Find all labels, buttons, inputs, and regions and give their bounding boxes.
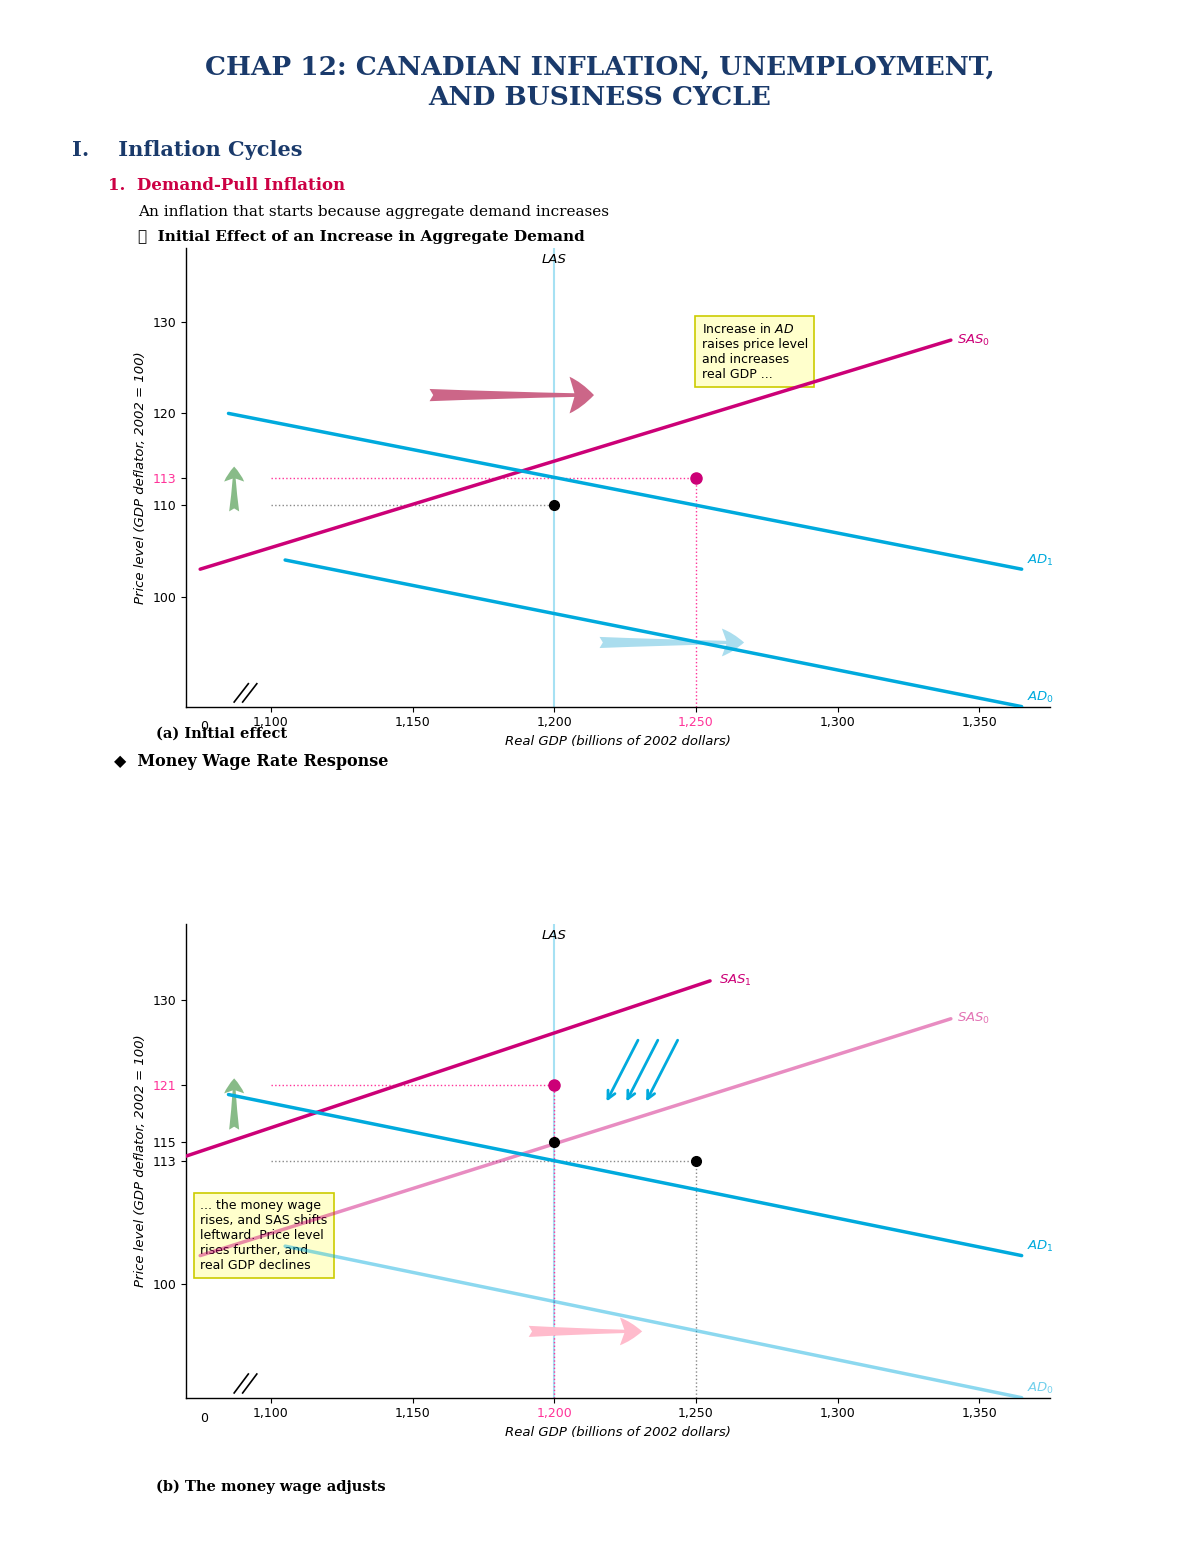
Text: CHAP 12: CANADIAN INFLATION, UNEMPLOYMENT,: CHAP 12: CANADIAN INFLATION, UNEMPLOYMEN… xyxy=(205,54,995,79)
Text: $SAS_1$: $SAS_1$ xyxy=(719,974,751,988)
X-axis label: Real GDP (billions of 2002 dollars): Real GDP (billions of 2002 dollars) xyxy=(505,735,731,749)
Y-axis label: Price level (GDP deflator, 2002 = 100): Price level (GDP deflator, 2002 = 100) xyxy=(134,351,146,604)
Text: ◆  Money Wage Rate Response: ◆ Money Wage Rate Response xyxy=(114,753,389,770)
Text: $AD_0$: $AD_0$ xyxy=(1027,1381,1055,1396)
Text: $AD_1$: $AD_1$ xyxy=(1027,1239,1055,1253)
Text: $SAS_0$: $SAS_0$ xyxy=(956,1011,990,1027)
Text: An inflation that starts because aggregate demand increases: An inflation that starts because aggrega… xyxy=(138,205,610,219)
Text: LAS: LAS xyxy=(542,929,566,941)
Text: 1.  Demand-Pull Inflation: 1. Demand-Pull Inflation xyxy=(108,177,346,194)
Text: $AD_0$: $AD_0$ xyxy=(1027,690,1055,705)
Text: $AD_1$: $AD_1$ xyxy=(1027,553,1055,567)
Text: ... the money wage
rises, and SAS shifts
leftward. Price level
rises further, an: ... the money wage rises, and SAS shifts… xyxy=(200,1199,328,1272)
Text: ❖  Initial Effect of an Increase in Aggregate Demand: ❖ Initial Effect of an Increase in Aggre… xyxy=(138,230,584,244)
X-axis label: Real GDP (billions of 2002 dollars): Real GDP (billions of 2002 dollars) xyxy=(505,1426,731,1440)
Y-axis label: Price level (GDP deflator, 2002 = 100): Price level (GDP deflator, 2002 = 100) xyxy=(134,1034,146,1287)
Text: 0: 0 xyxy=(200,1412,208,1426)
Text: (b) The money wage adjusts: (b) The money wage adjusts xyxy=(156,1480,385,1494)
Text: LAS: LAS xyxy=(542,253,566,266)
Text: $SAS_0$: $SAS_0$ xyxy=(956,332,990,348)
Text: AND BUSINESS CYCLE: AND BUSINESS CYCLE xyxy=(428,85,772,110)
Text: 0: 0 xyxy=(200,721,208,733)
Text: Increase in $AD$
raises price level
and increases
real GDP ...: Increase in $AD$ raises price level and … xyxy=(702,321,808,380)
Text: (a) Initial effect: (a) Initial effect xyxy=(156,727,287,741)
Text: I.    Inflation Cycles: I. Inflation Cycles xyxy=(72,140,302,160)
